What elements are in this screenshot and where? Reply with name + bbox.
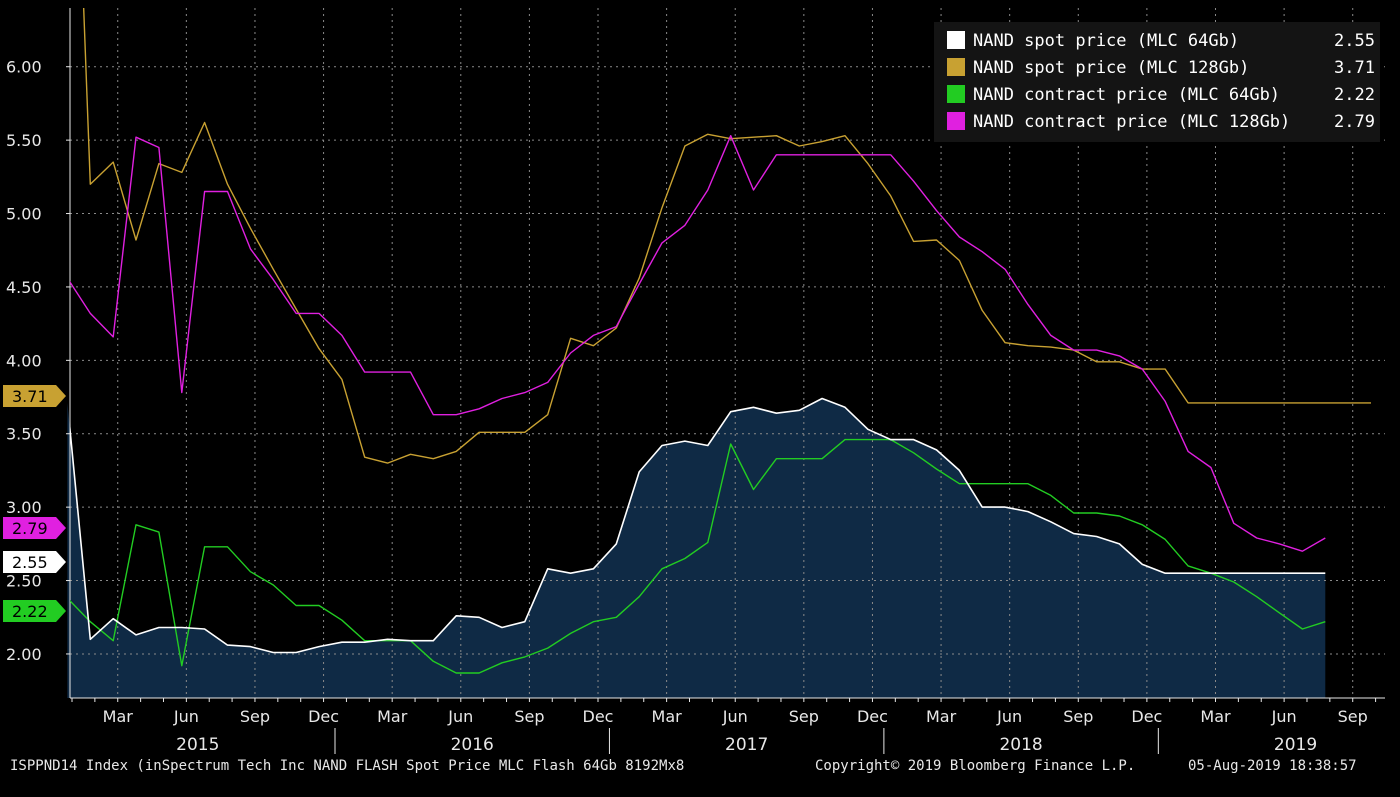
legend-label-0: NAND spot price (MLC 64Gb) [973,31,1239,51]
last-value-tag-label-1: 3.71 [12,387,48,406]
x-year-label: 2016 [451,735,494,755]
legend-value-3: 2.79 [1334,112,1375,132]
x-tick-label: Sep [789,707,819,726]
chart-legend: NAND spot price (MLC 64Gb) 2.55 NAND spot … [934,22,1380,142]
legend-value-1: 3.71 [1334,58,1375,78]
footer-copyright: Copyright© 2019 Bloomberg Finance L.P. [815,758,1136,774]
x-tick-label: Sep [1063,707,1093,726]
legend-swatch-2 [947,85,965,103]
legend-label-3: NAND contract price (MLC 128Gb) [973,112,1290,132]
x-tick-label: Mar [652,707,683,726]
x-tick-label: Jun [447,707,473,726]
last-value-tag-3 [3,517,66,539]
x-tick-label: Mar [377,707,408,726]
chart-area-fills [67,398,1326,698]
y-tick-label: 4.00 [6,351,42,370]
x-tick-label: Dec [1131,707,1162,726]
x-year-label: 2015 [176,735,219,755]
x-tick-label: Dec [308,707,339,726]
y-tick-label: 6.00 [6,58,42,77]
chart-footer: ISPPND14 Index (inSpectrum Tech Inc NAND… [10,758,1390,794]
last-value-tag-0 [3,551,66,573]
y-tick-label: 4.50 [6,278,42,297]
series-line-3 [70,135,1326,552]
footer-source: ISPPND14 Index (inSpectrum Tech Inc NAND… [10,758,685,774]
chart-last-value-tags: 2.55 3.71 2.22 2.79 [3,385,66,622]
chart-axes: 2.00 2.50 3.00 3.50 4.00 4.50 5.00 5.50 6.00 Mar J… [6,8,1385,755]
chart-series-lines [70,8,1371,674]
last-value-tag-label-2: 2.22 [12,602,48,621]
y-tick-label: 3.00 [6,498,42,517]
x-tick-label: Sep [1338,707,1368,726]
x-tick-label: Jun [996,707,1022,726]
y-tick-label: 2.50 [6,572,42,591]
legend-label-2: NAND contract price (MLC 64Gb) [973,85,1280,105]
area-fill-series-0 [67,398,1326,698]
x-tick-label: Mar [926,707,957,726]
y-tick-label: 3.50 [6,425,42,444]
y-tick-label: 5.50 [6,131,42,150]
last-value-tag-2 [3,600,66,622]
last-value-tag-label-0: 2.55 [12,553,48,572]
footer-timestamp: 05-Aug-2019 18:38:57 [1188,758,1357,774]
last-value-tag-label-3: 2.79 [12,519,48,538]
legend-swatch-3 [947,112,965,130]
series-line-2 [70,438,1326,674]
legend-box [934,22,1380,142]
x-tick-label: Jun [722,707,748,726]
x-tick-label: Sep [514,707,544,726]
legend-value-0: 2.55 [1334,31,1375,51]
x-tick-label: Dec [857,707,888,726]
last-value-tag-1 [3,385,66,407]
series-line-1 [82,8,1371,464]
x-year-label: 2019 [1274,735,1317,755]
x-tick-label: Jun [173,707,199,726]
y-tick-label: 2.00 [6,645,42,664]
legend-label-1: NAND spot price (MLC 128Gb) [973,58,1249,78]
x-year-label: 2017 [725,735,768,755]
x-year-label: 2018 [999,735,1042,755]
y-tick-label: 5.00 [6,205,42,224]
x-tick-label: Mar [1200,707,1231,726]
legend-swatch-0 [947,31,965,49]
legend-value-2: 2.22 [1334,85,1375,105]
x-tick-label: Dec [583,707,614,726]
x-tick-label: Mar [103,707,134,726]
series-line-0 [70,397,1326,654]
x-tick-label: Sep [240,707,270,726]
x-tick-label: Jun [1271,707,1297,726]
legend-swatch-1 [947,58,965,76]
